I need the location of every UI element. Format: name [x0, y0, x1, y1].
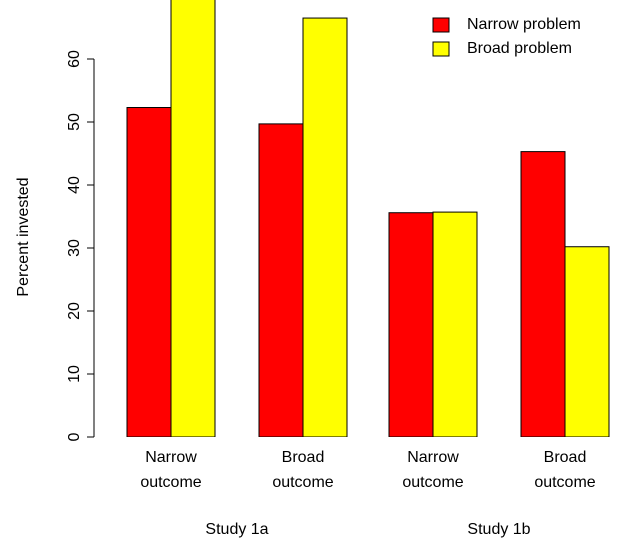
category-label: outcome [402, 474, 463, 491]
legend-label: Broad problem [467, 40, 572, 57]
bar-broad-problem [564, 246, 610, 437]
y-tick-label: 20 [66, 302, 83, 320]
category-label: outcome [140, 474, 201, 491]
y-tick-label: 10 [66, 365, 83, 383]
x-axis-labels: Narrow outcome Broad outcome Narrow outcome Br… [140, 449, 595, 491]
category-label: outcome [272, 474, 333, 491]
bar-narrow-problem [520, 151, 566, 437]
category-label: Broad [282, 449, 325, 466]
group-label: Study 1a [205, 521, 268, 538]
bar-broad-problem [432, 211, 478, 437]
legend-swatch [432, 41, 450, 57]
y-tick-label: 60 [66, 50, 83, 68]
y-tick-label: 0 [66, 432, 83, 441]
bar-narrow-problem [388, 212, 434, 437]
category-label: Narrow [407, 449, 459, 466]
legend-label: Narrow problem [467, 16, 581, 33]
category-label: outcome [534, 474, 595, 491]
y-axis-label: Percent invested [15, 177, 32, 296]
category-label: Broad [544, 449, 587, 466]
bar-narrow-problem [258, 123, 304, 437]
category-label: Narrow [145, 449, 197, 466]
y-tick-label: 50 [66, 113, 83, 131]
bar-broad-problem [170, 0, 216, 437]
group-labels: Study 1a Study 1b [205, 521, 530, 538]
y-tick-label: 40 [66, 176, 83, 194]
group-label: Study 1b [467, 521, 530, 538]
bars-layer [126, 0, 610, 437]
bar-narrow-problem [126, 107, 172, 437]
y-axis: 0 10 20 30 40 50 60 [66, 50, 95, 441]
bar-broad-problem [302, 17, 348, 437]
legend: Narrow problem Broad problem [432, 16, 581, 57]
y-tick-label: 30 [66, 239, 83, 257]
legend-swatch [432, 17, 450, 33]
